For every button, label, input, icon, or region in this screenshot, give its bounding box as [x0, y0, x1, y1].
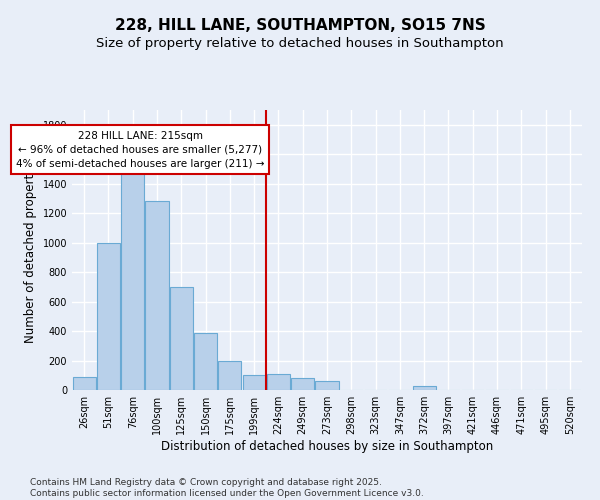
Bar — [291, 378, 314, 390]
Text: 228, HILL LANE, SOUTHAMPTON, SO15 7NS: 228, HILL LANE, SOUTHAMPTON, SO15 7NS — [115, 18, 485, 32]
Bar — [413, 386, 436, 390]
Bar — [316, 381, 338, 390]
Bar — [218, 360, 241, 390]
Bar — [170, 287, 193, 390]
Bar — [121, 147, 144, 390]
X-axis label: Distribution of detached houses by size in Southampton: Distribution of detached houses by size … — [161, 440, 493, 453]
Text: 228 HILL LANE: 215sqm
← 96% of detached houses are smaller (5,277)
4% of semi-de: 228 HILL LANE: 215sqm ← 96% of detached … — [16, 130, 264, 168]
Text: Contains HM Land Registry data © Crown copyright and database right 2025.
Contai: Contains HM Land Registry data © Crown c… — [30, 478, 424, 498]
Bar — [194, 332, 217, 390]
Y-axis label: Number of detached properties: Number of detached properties — [24, 157, 37, 343]
Bar — [73, 376, 95, 390]
Text: Size of property relative to detached houses in Southampton: Size of property relative to detached ho… — [96, 38, 504, 51]
Bar — [97, 242, 120, 390]
Bar — [267, 374, 290, 390]
Bar — [242, 376, 266, 390]
Bar — [145, 202, 169, 390]
